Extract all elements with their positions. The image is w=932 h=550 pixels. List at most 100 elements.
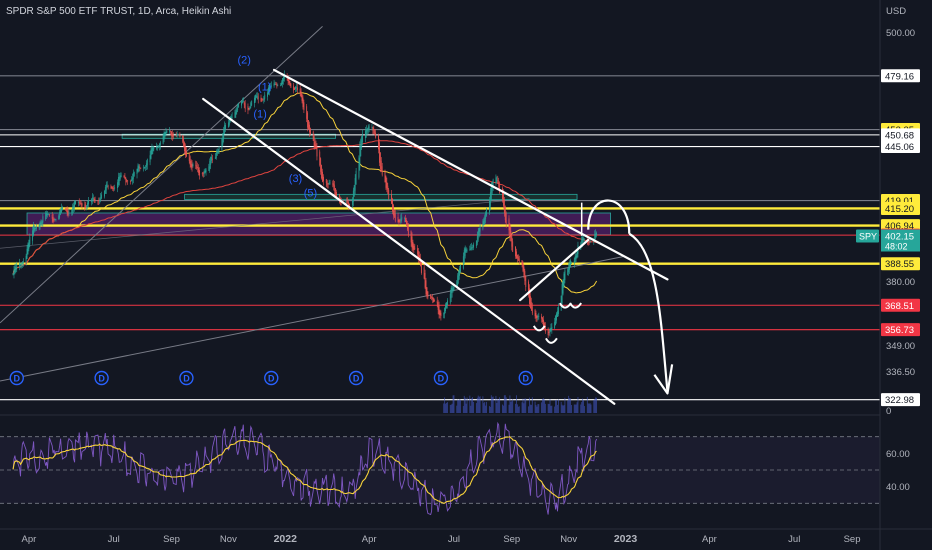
volume-bar <box>595 397 597 413</box>
candle <box>295 86 296 89</box>
candle <box>33 225 34 236</box>
volume-bar <box>594 399 596 413</box>
candle <box>438 306 440 315</box>
candle <box>61 207 62 213</box>
volume-bar <box>530 404 531 413</box>
dividend-circle <box>94 370 109 386</box>
candle <box>81 203 83 206</box>
price-tick-label: 0 <box>886 406 891 417</box>
candle <box>564 270 566 281</box>
candle <box>197 166 199 169</box>
candle <box>80 203 82 204</box>
candle <box>418 251 419 260</box>
candle <box>476 235 478 244</box>
candle <box>287 76 289 82</box>
candle <box>530 302 532 311</box>
symbol-tag <box>856 229 879 243</box>
candle <box>35 227 37 229</box>
candle <box>517 256 519 261</box>
candle <box>132 173 134 179</box>
candle <box>172 133 173 137</box>
candle <box>351 198 353 206</box>
price-level-tag <box>881 128 920 142</box>
candle <box>97 200 99 201</box>
volume-bar <box>574 404 576 413</box>
candle <box>473 244 474 248</box>
volume-bar <box>458 400 460 413</box>
candle <box>437 302 439 310</box>
candle <box>263 97 265 100</box>
time-axis-label: 2022 <box>274 533 298 545</box>
candle <box>489 192 491 207</box>
candle <box>88 200 89 205</box>
candle <box>243 101 245 105</box>
volume-bar <box>529 397 530 413</box>
candle <box>525 276 527 287</box>
candle <box>275 84 277 86</box>
dividend-circle <box>518 370 533 386</box>
volume-bar <box>567 400 569 413</box>
candle <box>235 110 237 115</box>
candle <box>228 117 230 125</box>
volume-bar <box>544 399 545 413</box>
candle <box>379 142 380 163</box>
volume-bar <box>464 397 466 413</box>
candle <box>452 288 454 291</box>
candle <box>443 313 445 315</box>
candle <box>412 242 414 250</box>
volume-bar <box>490 395 492 413</box>
candle <box>509 224 511 238</box>
candle <box>434 300 435 302</box>
volume-bar <box>450 404 452 413</box>
volume-bar <box>522 398 524 413</box>
candle <box>227 122 229 128</box>
candle <box>145 166 146 168</box>
candle <box>497 180 499 184</box>
candle <box>255 95 257 98</box>
candle <box>221 139 223 150</box>
volume-bar <box>472 397 474 413</box>
price-level-tag <box>881 140 920 154</box>
volume-bar <box>582 398 584 413</box>
candle <box>293 85 295 91</box>
candle <box>223 128 225 139</box>
candle <box>378 135 379 150</box>
candle <box>445 304 446 312</box>
dividend-letter: D <box>438 374 445 384</box>
candle <box>373 128 375 134</box>
candle <box>366 129 368 132</box>
volume-bar <box>466 397 468 413</box>
volume-bar <box>580 404 582 413</box>
candle <box>143 167 144 169</box>
candle <box>569 263 570 270</box>
candle <box>166 130 168 133</box>
candle <box>336 191 337 197</box>
candle <box>459 268 460 276</box>
candle <box>274 84 276 85</box>
wave-label: (1) <box>258 82 271 94</box>
candle <box>159 142 161 146</box>
candle <box>242 101 244 102</box>
candle <box>191 164 193 168</box>
candle <box>46 213 48 217</box>
candle <box>319 151 321 166</box>
candle <box>144 167 145 168</box>
price-tick-label: 336.50 <box>886 367 915 378</box>
volume-bar <box>504 395 506 413</box>
candle <box>202 173 204 175</box>
candle <box>269 85 271 88</box>
candle <box>433 298 434 303</box>
volume-bar <box>581 402 583 413</box>
volume-bar <box>444 397 446 413</box>
volume-bar <box>554 406 556 413</box>
volume-bar <box>587 403 589 413</box>
candle <box>302 97 304 108</box>
volume-bar <box>563 405 565 413</box>
candle <box>71 209 73 213</box>
candle <box>574 256 576 263</box>
candle <box>150 149 152 159</box>
candle <box>294 87 295 90</box>
dividend-letter: D <box>523 374 530 384</box>
candle <box>123 176 125 178</box>
